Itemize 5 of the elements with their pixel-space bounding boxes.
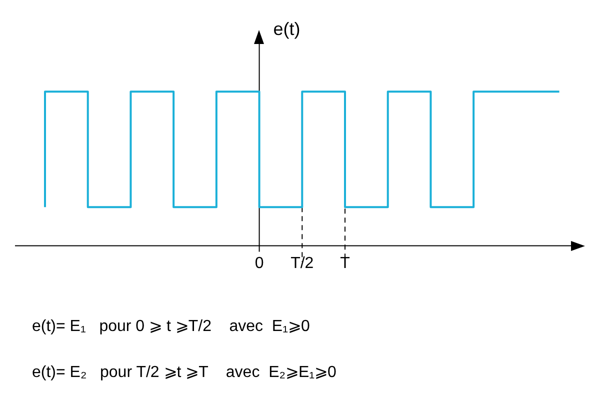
x-tick-label: 0 bbox=[254, 255, 264, 272]
y-axis-title: e(t) bbox=[273, 18, 300, 39]
text: e(t)= E₂ pour T/2 ⩾t ⩾T avec E₂⩾E₁⩾0 bbox=[32, 363, 336, 383]
text: e(t)= E₁ pour 0 ⩾ t ⩾T/2 avec E₁⩾0 bbox=[32, 317, 311, 337]
x-tick-label: T/2 bbox=[290, 255, 314, 272]
